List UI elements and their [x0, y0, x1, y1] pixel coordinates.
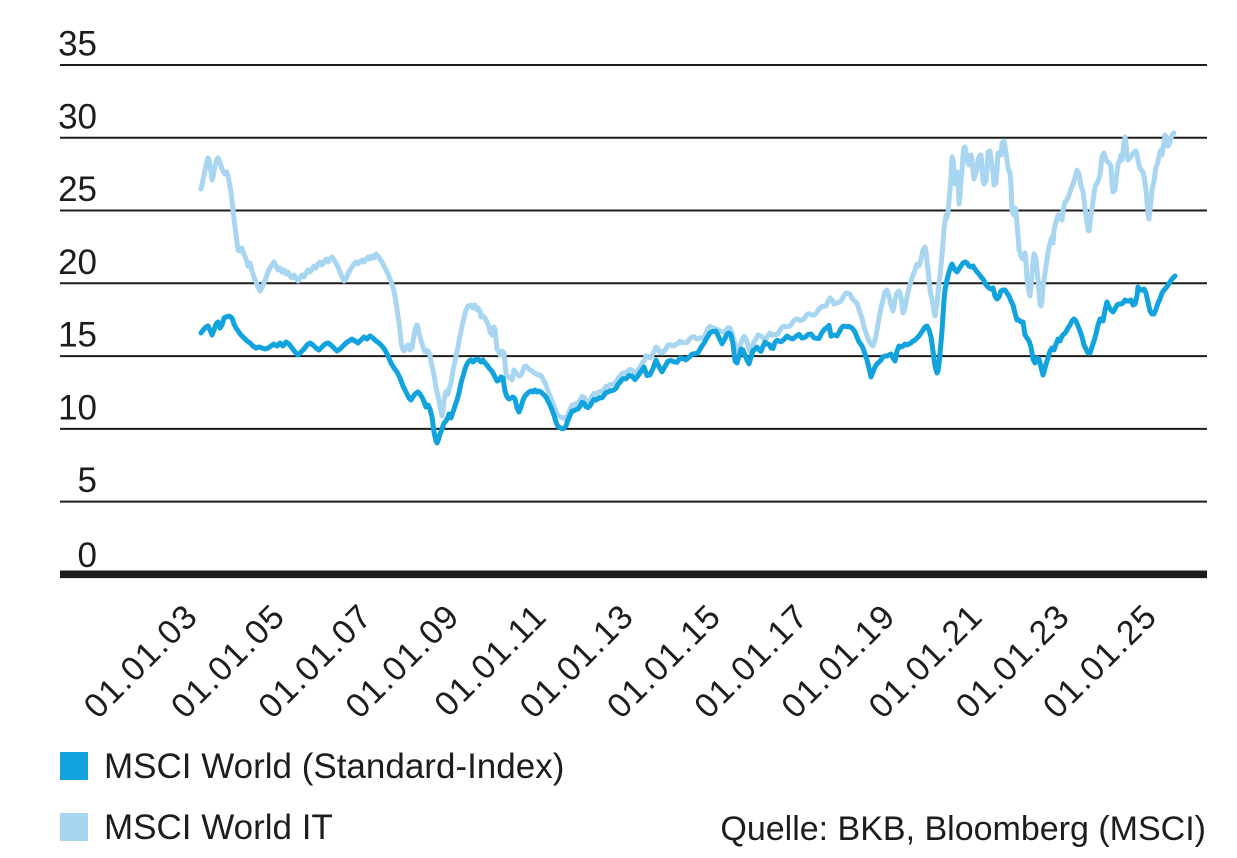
svg-text:5: 5: [78, 461, 97, 500]
svg-text:Quelle: BKB, Bloomberg (MSCI): Quelle: BKB, Bloomberg (MSCI): [720, 810, 1206, 848]
svg-text:0: 0: [78, 536, 97, 575]
svg-text:MSCI World IT: MSCI World IT: [104, 808, 333, 847]
svg-text:25: 25: [58, 170, 97, 209]
svg-text:20: 20: [58, 243, 97, 282]
svg-text:15: 15: [58, 316, 97, 355]
svg-text:30: 30: [58, 97, 97, 136]
svg-text:MSCI World (Standard-Index): MSCI World (Standard-Index): [104, 747, 564, 786]
svg-text:35: 35: [58, 25, 97, 64]
svg-text:10: 10: [58, 388, 97, 427]
